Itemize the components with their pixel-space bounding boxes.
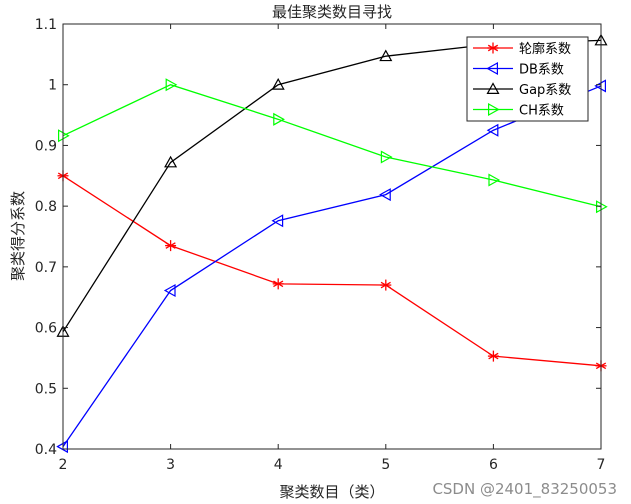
- x-tick-label: 2: [59, 457, 68, 473]
- data-point: [380, 279, 392, 291]
- legend-marker: [488, 102, 500, 117]
- y-tick-label: 0.9: [35, 138, 57, 154]
- data-point: [271, 214, 284, 228]
- data-point: [56, 440, 69, 454]
- data-point: [272, 278, 284, 290]
- series-line: [62, 175, 602, 367]
- series-line: [62, 85, 602, 447]
- data-point: [379, 49, 393, 62]
- legend-label: CH系数: [519, 104, 564, 119]
- data-point: [380, 150, 393, 164]
- data-point: [57, 129, 70, 143]
- data-point: [488, 173, 501, 187]
- y-tick-label: 0.6: [35, 321, 57, 337]
- legend-label: Gap系数: [519, 83, 571, 98]
- series-2: [56, 79, 607, 454]
- y-tick-label: 0.5: [35, 381, 57, 397]
- x-tick-label: 5: [381, 457, 390, 473]
- legend: 轮廓系数 DB系数 Gap系数 CH系数: [466, 36, 589, 122]
- y-tick-label: 0.8: [35, 199, 57, 215]
- legend-label: DB系数: [519, 63, 564, 78]
- x-tick-label: 7: [597, 457, 606, 473]
- data-point: [486, 123, 499, 137]
- data-point: [379, 188, 391, 202]
- legend-label: 轮廓系数: [519, 41, 571, 57]
- data-point: [595, 200, 608, 214]
- y-tick-label: 0.4: [35, 442, 57, 458]
- data-point: [594, 79, 607, 93]
- data-point: [273, 112, 285, 126]
- data-point: [164, 155, 178, 168]
- y-tick-label: 1: [48, 78, 57, 94]
- legend-box: [466, 36, 589, 122]
- chart-title: 最佳聚类数目寻找: [272, 3, 392, 21]
- data-point: [165, 240, 177, 252]
- x-axis-label: 聚类数目（类）: [279, 483, 384, 501]
- data-point: [487, 350, 499, 362]
- y-axis-label: 聚类得分系数: [9, 191, 27, 281]
- data-point: [165, 78, 178, 92]
- series-1: [57, 170, 607, 372]
- legend-marker: [487, 42, 499, 54]
- axes-box: [62, 23, 602, 450]
- x-tick-label: 6: [489, 457, 498, 473]
- axes-layer: 2 3 4 5 6 7 0.4 0.5 0.6 0.7 0.8 0.9 1 1.1: [35, 17, 606, 473]
- watermark: CSDN @2401_83250053: [432, 480, 617, 498]
- data-point: [163, 284, 176, 298]
- series-layer: [56, 33, 608, 454]
- x-tick-label: 3: [166, 457, 175, 473]
- y-tick-label: 1.1: [35, 17, 57, 33]
- legend-marker: [486, 61, 498, 76]
- legend-marker: [486, 82, 500, 95]
- y-tick-label: 0.7: [35, 260, 57, 276]
- x-tick-label: 4: [274, 457, 283, 473]
- data-point: [271, 77, 285, 90]
- series-4: [57, 78, 608, 214]
- series-line: [62, 84, 602, 208]
